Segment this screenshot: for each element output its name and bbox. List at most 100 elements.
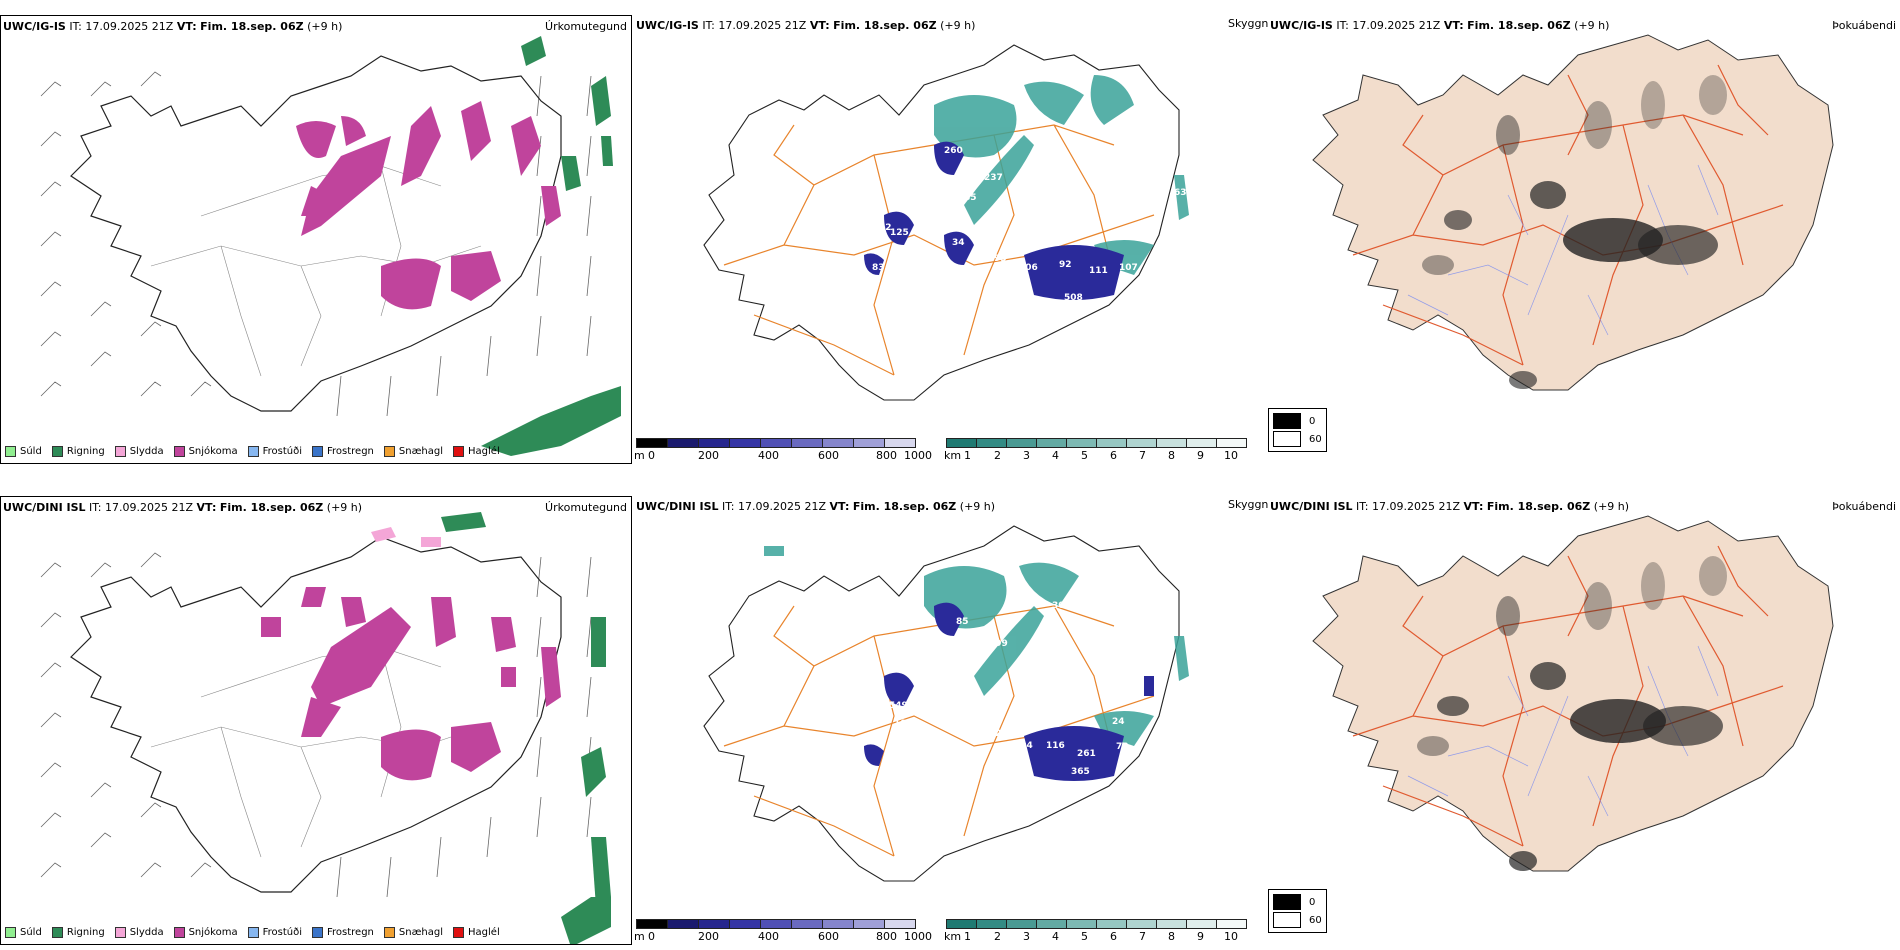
vis-value: 549 xyxy=(889,701,908,711)
fog-areas xyxy=(1417,556,1727,871)
swatch-icon xyxy=(312,446,323,457)
legend-item: Haglél xyxy=(453,446,500,457)
swatch-icon xyxy=(5,927,16,938)
vis-value: 116 xyxy=(1046,741,1065,751)
colorbar-km xyxy=(946,438,1247,448)
vis-value: 365 xyxy=(1071,767,1090,777)
vis-value: 237 xyxy=(984,173,1003,183)
legend-item: Frostúði xyxy=(247,927,302,938)
vis-value: 104 xyxy=(1014,741,1033,751)
swatch-icon xyxy=(453,446,465,457)
cloud-legend-item: 60 xyxy=(1273,911,1322,929)
precip-map xyxy=(40,512,611,944)
legend-item: Súld xyxy=(5,446,42,457)
fog-panel-row2: UWC/DINI ISL IT: 17.09.2025 21Z VT: Fim.… xyxy=(1268,496,1900,945)
legend-item: Haglél xyxy=(453,927,500,938)
panel-title: UWC/IG-IS IT: 17.09.2025 21Z VT: Fim. 18… xyxy=(3,20,343,33)
low-vis-m xyxy=(864,141,1124,300)
iceland-outline xyxy=(703,525,1180,882)
wind-barbs xyxy=(40,552,592,898)
vis-value: 63 xyxy=(1174,188,1187,198)
vis-value: 12 xyxy=(1045,689,1058,699)
precip-type-label: Úrkomutegund xyxy=(545,20,627,33)
visibility-label: Skyggni xyxy=(1228,498,1268,511)
swatch-icon xyxy=(51,446,63,457)
colorbar-m xyxy=(636,919,916,929)
panel-title: UWC/DINI ISL IT: 17.09.2025 21Z VT: Fim.… xyxy=(1270,500,1630,513)
fog-map xyxy=(1312,34,1834,391)
visibility-values: 85 125 87 199 98 308 112 549 100 72 104 … xyxy=(889,601,1143,777)
cloud-legend: 0 60 xyxy=(1268,889,1327,933)
fog-map xyxy=(1312,515,1834,872)
vis-value: 199 xyxy=(989,639,1008,649)
low-vis-m xyxy=(864,602,1154,781)
vis-value: 22 xyxy=(1130,607,1143,617)
vis-value: 111 xyxy=(1089,266,1108,276)
low-vis-km xyxy=(934,75,1189,275)
vis-value: 112 xyxy=(949,713,968,723)
visibility-panel-row2: 85 125 87 199 98 308 112 549 100 72 104 … xyxy=(634,496,1268,945)
swatch-icon xyxy=(247,927,259,938)
rain-areas xyxy=(481,36,621,456)
precip-map xyxy=(40,36,621,456)
visibility-panel-row1: 260 237 85 96 135 76 60 138 125 98 34 83… xyxy=(634,15,1268,464)
precip-type-label: Úrkomutegund xyxy=(545,501,627,514)
precip-panel-row2: UWC/DINI ISL IT: 17.09.2025 21Z VT: Fim.… xyxy=(0,496,632,945)
vis-value: 107 xyxy=(1119,263,1138,273)
legend-item: Frostúði xyxy=(247,446,302,457)
swatch-icon xyxy=(114,446,126,457)
vis-value: 100 xyxy=(894,719,913,729)
wind-barbs xyxy=(40,71,592,417)
vis-value: 60 xyxy=(1116,165,1129,175)
swatch-icon xyxy=(51,927,63,938)
panel-title: UWC/DINI ISL IT: 17.09.2025 21Z VT: Fim.… xyxy=(3,501,363,514)
colorbar-km-labels: km 1 2 3 4 5 6 7 8 9 10 xyxy=(944,449,1238,462)
panel-title: UWC/IG-IS IT: 17.09.2025 21Z VT: Fim. 18… xyxy=(636,19,976,32)
vis-value: 34 xyxy=(952,238,965,248)
swatch-icon xyxy=(383,446,395,457)
vis-value: 83 xyxy=(872,263,885,273)
legend-item: Frostregn xyxy=(312,446,374,457)
cloud-legend-item: 0 xyxy=(1273,893,1322,911)
cloud-legend-item: 60 xyxy=(1273,430,1322,448)
vis-value: 24 xyxy=(1112,717,1125,727)
legend-item: Snjókoma xyxy=(173,446,238,457)
snow-areas xyxy=(296,101,561,310)
iceland-outline xyxy=(1312,34,1834,391)
precip-legend: Súld Rigning Slydda Snjókoma Frostúði Fr… xyxy=(5,446,500,457)
fog-panel-row1: UWC/IG-IS IT: 17.09.2025 21Z VT: Fim. 18… xyxy=(1268,15,1900,464)
legend-item: Rigning xyxy=(51,927,105,938)
low-vis-km xyxy=(764,546,1189,746)
fog-label: Þokuábendi xyxy=(1832,19,1896,32)
vis-value: 138 xyxy=(1042,213,1061,223)
roads xyxy=(150,646,482,858)
legend-item: Súld xyxy=(5,927,42,938)
visibility-map: 260 237 85 96 135 76 60 138 125 98 34 83… xyxy=(703,44,1189,401)
iceland-outline xyxy=(70,55,562,412)
vis-value: 96 xyxy=(1029,168,1042,178)
snow-areas xyxy=(261,587,561,781)
fog-label: Þokuábendi xyxy=(1832,500,1896,513)
vis-value: 106 xyxy=(1019,263,1038,273)
panel-title: UWC/DINI ISL IT: 17.09.2025 21Z VT: Fim.… xyxy=(636,500,996,513)
legend-item: Snjókoma xyxy=(173,927,238,938)
fog-areas xyxy=(1422,75,1727,389)
precip-panel-row1: UWC/IG-IS IT: 17.09.2025 21Z VT: Fim. 18… xyxy=(0,15,632,464)
vis-value: 508 xyxy=(1064,293,1083,303)
vis-value: 92 xyxy=(1059,260,1072,270)
colorbar-km-labels: km 1 2 3 4 5 6 7 8 9 10 xyxy=(944,930,1238,943)
vis-value: 260 xyxy=(944,146,963,156)
cloud-legend-item: 0 xyxy=(1273,412,1322,430)
visibility-values: 260 237 85 96 135 76 60 138 125 98 34 83… xyxy=(872,120,1187,303)
vis-value: 125 xyxy=(952,641,971,651)
swatch-icon xyxy=(247,446,259,457)
precip-legend: Súld Rigning Slydda Snjókoma Frostúði Fr… xyxy=(5,927,500,938)
legend-item: Snæhagl xyxy=(383,446,443,457)
visibility-map: 85 125 87 199 98 308 112 549 100 72 104 … xyxy=(703,525,1189,882)
vis-value: 135 xyxy=(1079,120,1098,130)
sleet-areas xyxy=(371,527,441,547)
swatch-icon xyxy=(5,446,16,457)
legend-item: Slydda xyxy=(114,446,164,457)
visibility-label: Skyggni xyxy=(1228,17,1268,30)
rain-areas xyxy=(441,512,611,944)
